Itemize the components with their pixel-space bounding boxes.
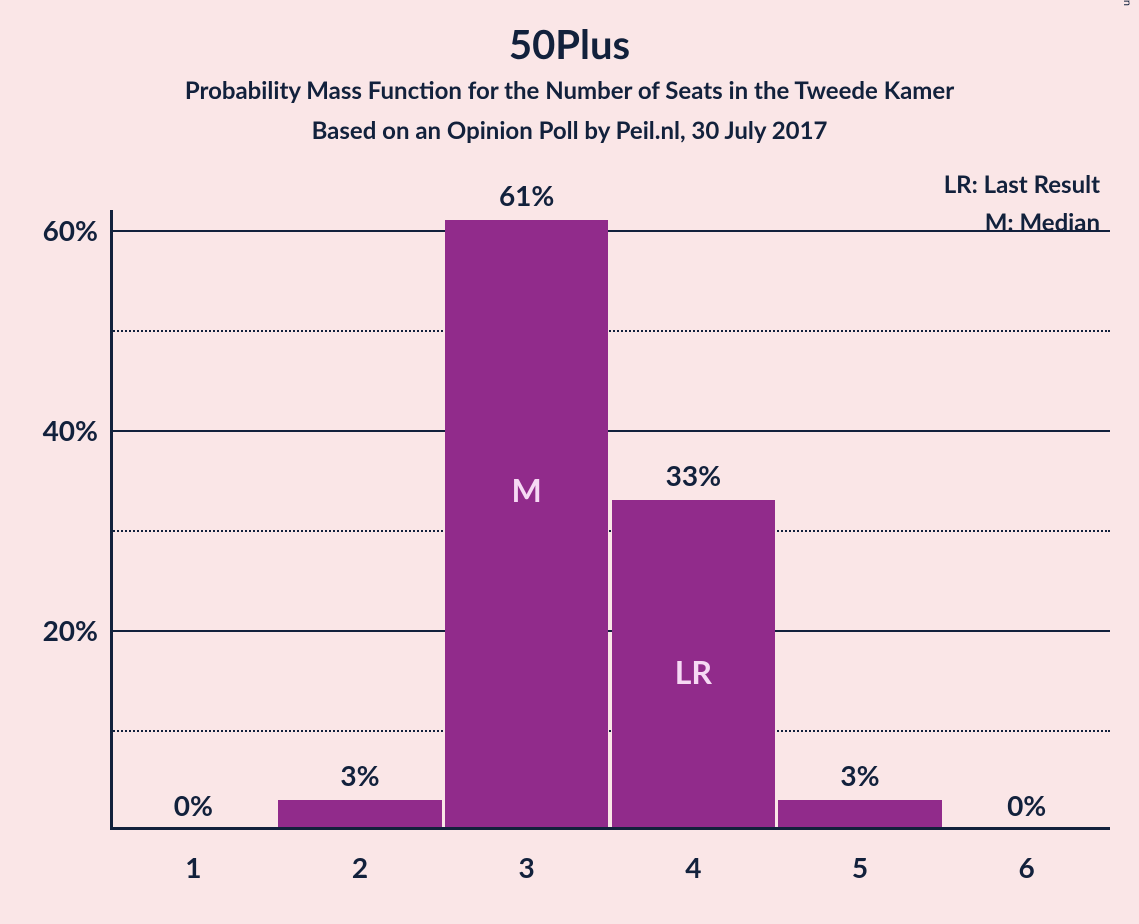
x-tick-label: 1 xyxy=(110,850,277,884)
bar-value-label: 0% xyxy=(110,788,277,822)
y-tick-label: 40% xyxy=(10,413,110,447)
title: 50Plus xyxy=(0,20,1139,68)
subtitle2: Based on an Opinion Poll by Peil.nl, 30 … xyxy=(0,116,1139,145)
bar-inner-label: M xyxy=(445,470,608,509)
x-axis-line xyxy=(110,827,1110,830)
bar-value-label: 3% xyxy=(777,758,944,792)
x-tick-label: 5 xyxy=(777,850,944,884)
y-tick-label: 20% xyxy=(10,613,110,647)
copyright: © 2020 Filip van Laenen xyxy=(1121,0,1134,6)
bar-value-label: 3% xyxy=(277,758,444,792)
gridline-major xyxy=(110,630,1110,632)
x-tick-label: 4 xyxy=(610,850,777,884)
bar-value-label: 61% xyxy=(443,178,610,212)
gridline-major xyxy=(110,430,1110,432)
bar xyxy=(445,220,608,830)
bar xyxy=(278,800,441,830)
subtitle1: Probability Mass Function for the Number… xyxy=(0,76,1139,105)
gridline-minor xyxy=(110,330,1110,332)
x-tick-label: 2 xyxy=(277,850,444,884)
gridline-minor xyxy=(110,730,1110,732)
y-axis-line xyxy=(110,210,113,830)
bar-value-label: 0% xyxy=(943,788,1110,822)
legend-line: M: Median xyxy=(985,208,1100,237)
gridline-minor xyxy=(110,530,1110,532)
gridline-major xyxy=(110,230,1110,232)
bar xyxy=(778,800,941,830)
bar-value-label: 33% xyxy=(610,458,777,492)
chart-root: 50Plus Probability Mass Function for the … xyxy=(0,0,1139,924)
y-tick-label: 60% xyxy=(10,213,110,247)
x-tick-label: 6 xyxy=(943,850,1110,884)
legend-line: LR: Last Result xyxy=(944,170,1100,199)
plot-area: 20%40%60%0%13%261%333%43%50%6MLRLR: Last… xyxy=(110,210,1110,830)
x-tick-label: 3 xyxy=(443,850,610,884)
bar-inner-label: LR xyxy=(612,652,775,691)
